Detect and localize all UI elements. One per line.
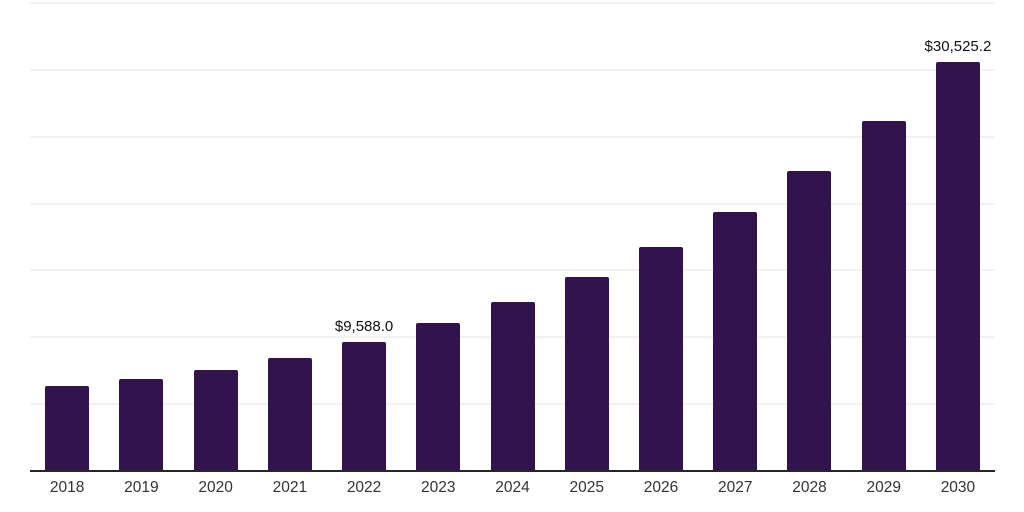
- x-tick-2029: 2029: [866, 479, 901, 496]
- bar-2022: [342, 341, 387, 470]
- x-tick-2023: 2023: [421, 479, 456, 496]
- bar-cell-2030: $30,525.2: [921, 2, 995, 470]
- bar-cell-2021: [253, 2, 327, 470]
- gridline-30000: [30, 68, 995, 71]
- bar-2028: [787, 171, 832, 470]
- bar-2026: [638, 247, 683, 470]
- bar-cell-2023: [401, 2, 475, 470]
- bar-cell-2027: [698, 2, 772, 470]
- gridline-35000: [30, 2, 995, 4]
- bars-row: $9,588.0 $30,525.2: [30, 2, 995, 470]
- bar-2030: [935, 61, 980, 470]
- x-axis-line: [30, 470, 995, 472]
- bar-cell-2026: [624, 2, 698, 470]
- bar-cell-2025: [550, 2, 624, 470]
- plot-area: $9,588.0 $30,525.2: [30, 2, 995, 472]
- x-tick-2020: 2020: [198, 479, 233, 496]
- x-axis-labels: 2018 2019 2020 2021 2022 2023 2024 2025 2026 2027…: [30, 479, 995, 497]
- x-tick-2024: 2024: [495, 479, 530, 496]
- bar-2024: [490, 302, 535, 470]
- bar-cell-2029: [847, 2, 921, 470]
- x-tick-2018: 2018: [49, 479, 85, 496]
- data-label-2030: $30,525.2: [924, 37, 992, 55]
- x-tick-2028: 2028: [792, 479, 827, 496]
- x-tick-2021: 2021: [272, 479, 308, 496]
- x-tick-2019: 2019: [124, 479, 159, 496]
- gridline-20000: [30, 202, 995, 205]
- bar-2029: [861, 120, 906, 470]
- bar-2020: [193, 370, 238, 470]
- x-tick-2025: 2025: [569, 479, 604, 496]
- bar-2019: [119, 379, 164, 470]
- bar-cell-2022: $9,588.0: [327, 2, 401, 470]
- bar-cell-2024: [475, 2, 549, 470]
- gridline-25000: [30, 135, 995, 138]
- x-tick-2022: 2022: [346, 479, 382, 496]
- bar-2025: [564, 276, 609, 470]
- x-tick-2026: 2026: [643, 479, 679, 496]
- bar-2023: [416, 322, 461, 470]
- x-tick-2027: 2027: [717, 479, 753, 496]
- x-tick-2030: 2030: [940, 479, 976, 496]
- bar-cell-2019: [104, 2, 178, 470]
- bar-2027: [713, 212, 758, 470]
- bar-2018: [45, 386, 90, 470]
- data-label-2022: $9,588.0: [334, 317, 394, 335]
- bar-cell-2018: [30, 2, 104, 470]
- bar-cell-2028: [772, 2, 846, 470]
- bar-2021: [267, 357, 312, 470]
- bar-cell-2020: [178, 2, 252, 470]
- gridline-15000: [30, 269, 995, 272]
